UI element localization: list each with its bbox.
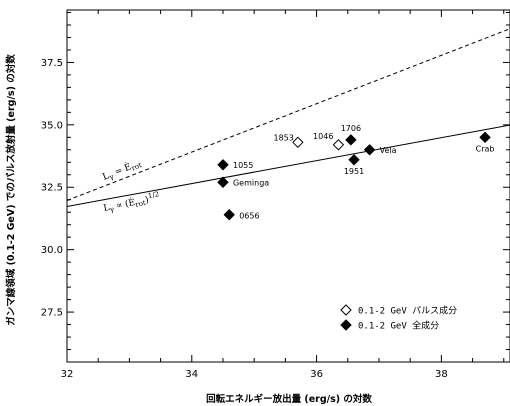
point-label: Vela: [380, 146, 397, 155]
filled-diamond-point: [223, 209, 235, 221]
solid-fit-line: [66, 124, 510, 207]
y-tick-label: 30.0: [41, 245, 63, 256]
point-label: Crab: [476, 144, 495, 153]
x-tick-label: 32: [61, 369, 74, 380]
y-tick-label: 27.5: [41, 308, 63, 319]
line-label-proportional: Lγ ∝ (Ėrot)1/2: [102, 190, 161, 215]
filled-diamond-point: [363, 144, 376, 156]
filled-diamond-point: [479, 131, 491, 144]
x-tick-label: 38: [435, 369, 448, 380]
x-axis-title: 回転エネルギー放出量 (erg/s) の対数: [206, 393, 372, 405]
point-label: 0656: [239, 212, 259, 221]
filled-diamond-point: [345, 134, 357, 146]
open-diamond-point: [332, 139, 345, 151]
plot-frame: [66, 9, 510, 363]
axes: 32 34 36 38 27.5 30.0 32.5 35.0 37.5: [41, 9, 510, 380]
filled-diamond-point: [217, 176, 229, 188]
point-label: 1046: [313, 132, 333, 141]
dashed-reference-line: [66, 28, 510, 201]
filled-diamond-point: [217, 159, 229, 171]
open-diamond-point: [292, 136, 304, 149]
data-points: 1853 1046 1055 Geminga 0656 1706 1951 Vela Crab: [217, 124, 495, 221]
y-tick-label: 32.5: [41, 183, 63, 194]
legend-box: [328, 300, 498, 336]
point-label: 1853: [273, 133, 293, 142]
point-label: 1055: [233, 161, 253, 170]
point-label: 1706: [341, 124, 361, 133]
legend: 0.1-2 GeV パルス成分 0.1-2 GeV 全成分: [328, 300, 498, 336]
x-tick-label: 34: [185, 369, 198, 380]
open-diamond-point: [340, 304, 352, 316]
y-tick-label: 37.5: [41, 58, 63, 69]
point-label: 1951: [344, 167, 364, 176]
x-tick-label: 36: [310, 369, 323, 380]
y-tick-label: 35.0: [41, 120, 63, 131]
point-label: Geminga: [233, 178, 269, 187]
filled-diamond-point: [340, 319, 352, 331]
legend-entry-label: 0.1-2 GeV パルス成分: [358, 305, 457, 317]
filled-diamond-point: [348, 154, 360, 166]
y-axis-title: ガンマ線領域 (0.1-2 GeV) でのパルス放射量 (erg/s) の対数: [5, 54, 17, 326]
legend-entry-label: 0.1-2 GeV 全成分: [358, 320, 439, 332]
